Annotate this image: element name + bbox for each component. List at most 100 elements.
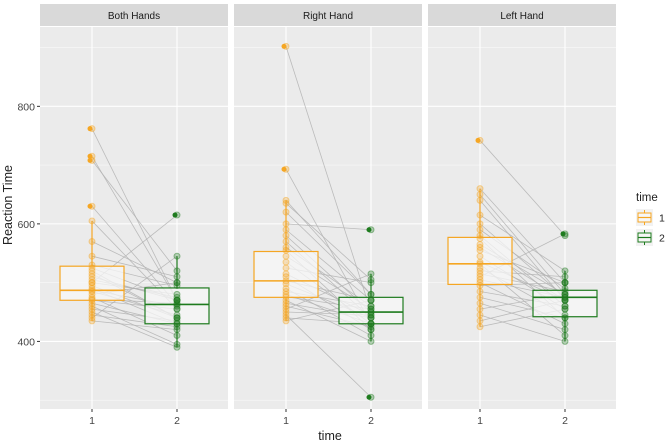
point-time-2: [561, 273, 569, 281]
pair-line: [285, 46, 372, 313]
point-time-1: [88, 305, 96, 313]
point-time-2: [173, 302, 181, 310]
point-time-2: [173, 290, 181, 298]
x-tick-label: 2: [368, 415, 374, 427]
pair-line: [91, 255, 178, 319]
point-time-1: [476, 282, 484, 290]
point-time-1: [88, 264, 96, 272]
point-time-1: [282, 232, 290, 240]
point-time-1: [88, 286, 96, 294]
point-time-2: [367, 276, 375, 284]
point-time-2: [561, 296, 569, 304]
facet-strip-label: Left Hand: [500, 11, 543, 22]
point-time-1: [282, 243, 290, 251]
boxplot-1: [447, 188, 513, 327]
pair-line: [91, 311, 178, 348]
point-time-1: [88, 279, 96, 287]
legend-label: 2: [659, 233, 665, 245]
point-time-1: [282, 314, 290, 322]
point-time-2: [173, 299, 181, 307]
point-time-1: [282, 258, 290, 266]
point-time-1: [476, 260, 484, 268]
outlier-point: [281, 166, 287, 172]
point-time-1: [476, 190, 484, 198]
point-time-2: [367, 270, 375, 278]
facet-panel: Both Hands 1 2: [40, 4, 228, 427]
point-time-1: [88, 311, 96, 319]
facet-strip-label: Right Hand: [303, 11, 353, 22]
point-time-2: [173, 305, 181, 313]
point-time-1: [282, 287, 290, 295]
point-time-1: [476, 273, 484, 281]
point-time-1: [282, 317, 290, 325]
point-time-2: [173, 252, 181, 260]
point-time-1: [476, 270, 484, 278]
pair-line: [479, 194, 566, 295]
point-time-1: [88, 282, 96, 290]
point-time-1: [88, 287, 96, 295]
point-time-2: [367, 296, 375, 304]
point-time-1: [88, 270, 96, 278]
point-time-2: [367, 323, 375, 331]
point-time-2: [173, 320, 181, 328]
pair-line: [91, 241, 178, 284]
point-time-2: [367, 326, 375, 334]
point-time-2: [561, 296, 569, 304]
point-time-2: [367, 302, 375, 310]
point-time-1: [282, 208, 290, 216]
point-time-1: [476, 293, 484, 301]
outlier-point: [87, 157, 93, 163]
box-iqr: [144, 287, 210, 325]
facet-strip: [40, 4, 228, 26]
legend-title: time: [636, 192, 658, 204]
point-time-1: [88, 252, 96, 260]
point-time-1: [282, 308, 290, 316]
point-time-2: [173, 296, 181, 304]
pair-line: [479, 302, 566, 331]
facet-strip-label: Both Hands: [108, 11, 160, 22]
point-time-2: [561, 311, 569, 319]
pair-line: [285, 273, 372, 310]
point-time-1: [88, 317, 96, 325]
boxplot-2: [144, 256, 210, 348]
point-time-1: [88, 285, 96, 293]
point-time-2: [367, 311, 375, 319]
point-time-1: [88, 238, 96, 246]
legend-label: 1: [659, 213, 665, 225]
y-tick-label: 600: [17, 219, 35, 231]
point-time-2: [561, 293, 569, 301]
point-time-2: [561, 296, 569, 304]
pair-line: [479, 188, 566, 283]
point-time-1: [282, 264, 290, 272]
point-time-1: [282, 226, 290, 234]
point-time-2: [367, 305, 375, 313]
y-tick-label: 400: [17, 336, 35, 348]
point-time-2: [561, 279, 569, 287]
point-time-1: [282, 311, 290, 319]
point-time-1: [282, 196, 290, 204]
point-time-2: [561, 290, 569, 298]
x-axis-label: time: [318, 429, 342, 443]
point-time-2: [367, 314, 375, 322]
pair-line: [285, 211, 372, 295]
point-time-2: [367, 326, 375, 334]
point-time-1: [282, 238, 290, 246]
point-time-1: [282, 280, 290, 288]
facet-panel: Left Hand 1 2: [428, 4, 616, 427]
box-iqr: [532, 289, 598, 318]
point-time-1: [476, 232, 484, 240]
point-time-1: [476, 226, 484, 234]
outlier-point: [281, 43, 287, 49]
point-time-1: [476, 252, 484, 260]
point-time-1: [476, 185, 484, 193]
point-time-2: [173, 311, 181, 319]
point-time-2: [367, 314, 375, 322]
boxplot-1: [59, 220, 125, 321]
point-time-2: [173, 320, 181, 328]
y-tick-label: 800: [17, 101, 35, 113]
point-time-1: [476, 279, 484, 287]
point-time-2: [561, 285, 569, 293]
outlier-point: [87, 126, 93, 132]
